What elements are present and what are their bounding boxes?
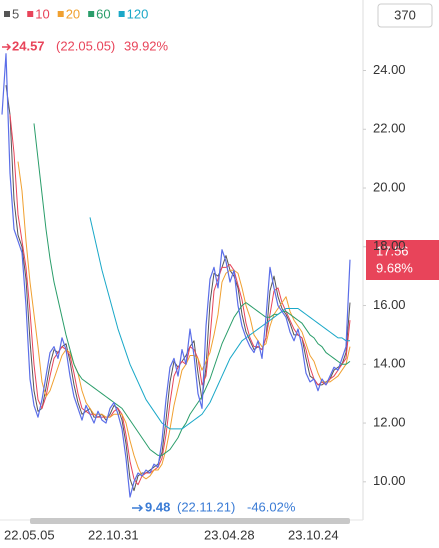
badge-box[interactable] xyxy=(377,3,433,28)
legend-swatch xyxy=(118,11,125,17)
high-date: (22.05.05) xyxy=(56,38,115,53)
y-tick-label: 22.00 xyxy=(373,121,406,136)
y-tick-label: 10.00 xyxy=(373,473,406,488)
legend-swatch xyxy=(88,11,95,17)
y-tick-label: 14.00 xyxy=(373,356,406,371)
last-price: 17.56 xyxy=(376,243,409,258)
high-price: 24.57 xyxy=(12,38,45,53)
legend-label: 20 xyxy=(66,6,80,21)
legend-swatch xyxy=(57,11,64,17)
y-tick-label: 16.00 xyxy=(373,297,406,312)
x-tick-label: 23.04.28 xyxy=(204,527,255,542)
ma-line xyxy=(89,217,350,430)
y-tick-label: 12.00 xyxy=(373,414,406,429)
legend-label: 120 xyxy=(127,6,149,21)
last-box xyxy=(366,240,439,280)
last-change: 9.68% xyxy=(376,260,413,275)
low-change: -46.02% xyxy=(247,499,296,514)
x-tick-label: 22.10.31 xyxy=(88,527,139,542)
scrollbar[interactable] xyxy=(30,518,350,524)
arrow xyxy=(2,43,12,51)
low-price: 9.48 xyxy=(145,499,170,514)
legend-swatch xyxy=(4,11,10,17)
legend-label: 5 xyxy=(12,6,19,21)
y-tick-label: 24.00 xyxy=(373,62,406,77)
x-tick-label: 22.05.05 xyxy=(4,527,55,542)
legend-swatch xyxy=(27,11,34,17)
legend-label: 10 xyxy=(35,6,49,21)
arrow xyxy=(132,504,144,512)
ma-line xyxy=(33,123,351,456)
ma-line xyxy=(17,161,351,480)
price-line xyxy=(1,53,351,498)
x-tick-label: 23.10.24 xyxy=(288,527,339,542)
badge[interactable]: 370 xyxy=(394,7,416,22)
low-date: (22.11.21) xyxy=(177,499,235,514)
y-tick-label: 18.00 xyxy=(373,238,406,253)
high-change: 39.92% xyxy=(124,38,169,53)
legend-label: 60 xyxy=(96,6,110,21)
legend: 5 10 20 60 120 xyxy=(4,6,148,21)
y-tick-label: 20.00 xyxy=(373,179,406,194)
ma-line xyxy=(5,85,351,492)
